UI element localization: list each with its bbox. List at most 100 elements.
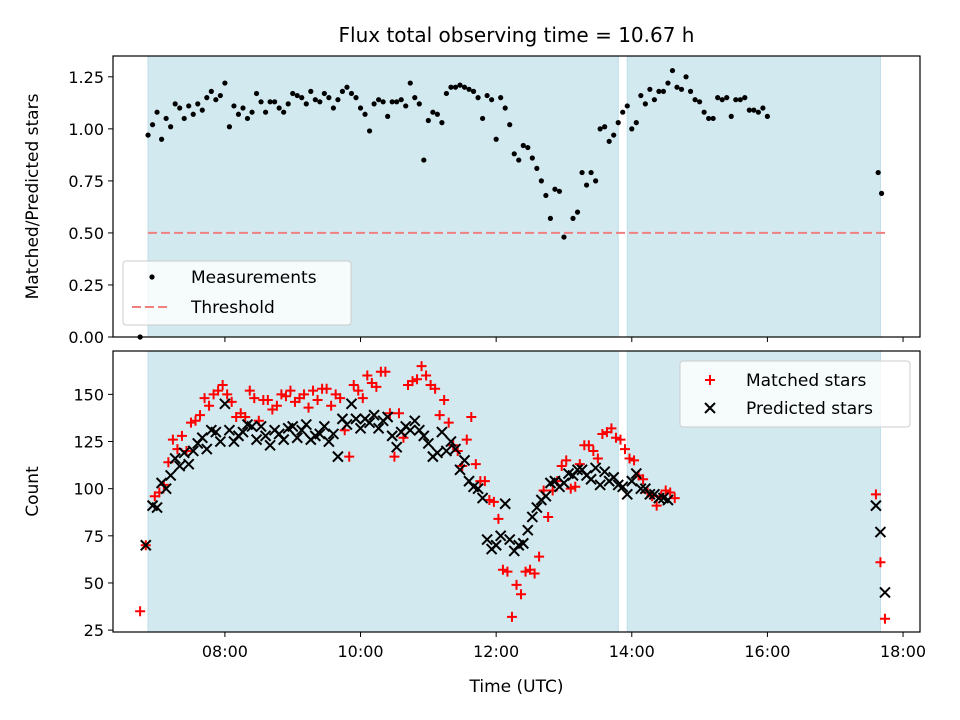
measurement-point (321, 90, 327, 97)
measurement-point (489, 97, 495, 103)
measurement-point (326, 95, 332, 101)
measurement-point (308, 88, 314, 94)
matched-star-point (660, 485, 671, 496)
matched-star-point (502, 566, 513, 577)
measurement-point (163, 115, 169, 122)
measurement-point (380, 99, 386, 105)
matched-star-point (879, 613, 890, 624)
matched-star-point (479, 476, 490, 487)
predicted-star-point (219, 398, 231, 410)
measurement-point (502, 105, 508, 111)
predicted-star-point (363, 416, 376, 429)
predicted-star-point (277, 433, 290, 446)
measurement-point (470, 88, 477, 94)
matched-star-point (199, 393, 210, 404)
measurement-point (317, 99, 323, 105)
matched-star-point (497, 564, 508, 575)
matched-star-point (393, 408, 404, 419)
predicted-star-point (151, 501, 163, 514)
measurement-point (249, 109, 255, 115)
measurement-point (190, 111, 196, 117)
predicted-star-point (476, 492, 489, 504)
measurement-point (452, 84, 459, 90)
measurement-point (629, 126, 635, 132)
matched-star-point (570, 481, 581, 492)
y-axis-label: Matched/Predicted stars (23, 93, 43, 299)
predicted-star-point (517, 537, 529, 550)
matched-star-point (326, 400, 337, 411)
matched-star-point (669, 493, 680, 504)
predicted-star-point (644, 488, 656, 501)
predicted-star-point (431, 447, 444, 459)
matched-star-point (561, 455, 572, 466)
measurement-point (534, 165, 540, 171)
matched-star-point (466, 412, 477, 423)
measurement-point (615, 120, 621, 126)
measurement-point (597, 126, 603, 132)
measurement-point (443, 90, 450, 97)
predicted-star-point (436, 426, 448, 438)
measurement-point (258, 99, 264, 105)
y-tick-label: 1.25 (68, 68, 104, 87)
measurement-point (692, 97, 698, 103)
measurement-point (751, 107, 757, 113)
measurement-point (159, 136, 165, 142)
measurement-point (484, 92, 490, 99)
predicted-star-point (418, 430, 430, 442)
measurement-point (678, 86, 685, 92)
matched-star-point (875, 557, 886, 568)
y-tick-label: 50 (84, 574, 104, 593)
measurement-point (620, 109, 626, 115)
matched-star-point (335, 393, 346, 404)
matched-star-point (271, 400, 282, 411)
predicted-star-point (169, 452, 181, 465)
predicted-star-point (879, 586, 891, 599)
matched-star-point (439, 395, 450, 406)
matched-star-point (135, 606, 146, 617)
matched-star-point (362, 370, 373, 381)
matched-star-point (592, 453, 603, 464)
measurement-point (299, 95, 305, 101)
measurement-point (742, 95, 748, 101)
matched-star-point (430, 383, 441, 394)
predicted-star-point (635, 482, 647, 495)
x-axis-label: Time (UTC) (469, 677, 564, 697)
measurement-point (204, 95, 210, 101)
legend-marker-measurements (149, 274, 155, 280)
measurement-point (371, 101, 377, 107)
measurement-point (701, 109, 707, 115)
measurement-point (656, 88, 662, 94)
predicted-star-point (160, 482, 172, 495)
predicted-star-point (223, 424, 236, 436)
matched-star-point (434, 410, 445, 421)
measurement-point (647, 86, 653, 92)
legend-label-matched: Matched stars (746, 371, 866, 391)
measurement-point (335, 97, 341, 103)
matched-star-point (610, 432, 621, 443)
measurement-point (398, 97, 404, 103)
predicted-star-point (386, 430, 398, 442)
matched-star-point (520, 566, 531, 577)
predicted-star-point (598, 465, 611, 478)
x-tick-label: 16:00 (744, 642, 790, 661)
chart-title: Flux total observing time = 10.67 h (339, 23, 695, 47)
predicted-star-point (372, 422, 385, 435)
measurement-point (543, 192, 549, 199)
predicted-star-point (173, 460, 186, 472)
matched-star-point (407, 376, 418, 387)
predicted-star-point (404, 424, 416, 436)
measurement-point (638, 92, 644, 99)
matched-star-point (344, 451, 355, 462)
measurement-point (556, 188, 563, 194)
measurement-point (574, 209, 581, 215)
lower-plot-counts: 25 50 75 100 125 150 08:00 10:00 12:00 14:00 16:00… (23, 350, 926, 697)
measurement-point (579, 169, 585, 176)
matched-star-point (195, 410, 206, 421)
predicted-star-point (332, 450, 344, 463)
measurement-point (511, 151, 517, 157)
measurement-point (516, 157, 522, 163)
matched-star-point (597, 428, 608, 439)
y-tick-label: 0.25 (68, 276, 104, 295)
legend-label-measurements: Measurements (191, 268, 317, 288)
matched-star-point (308, 385, 319, 396)
